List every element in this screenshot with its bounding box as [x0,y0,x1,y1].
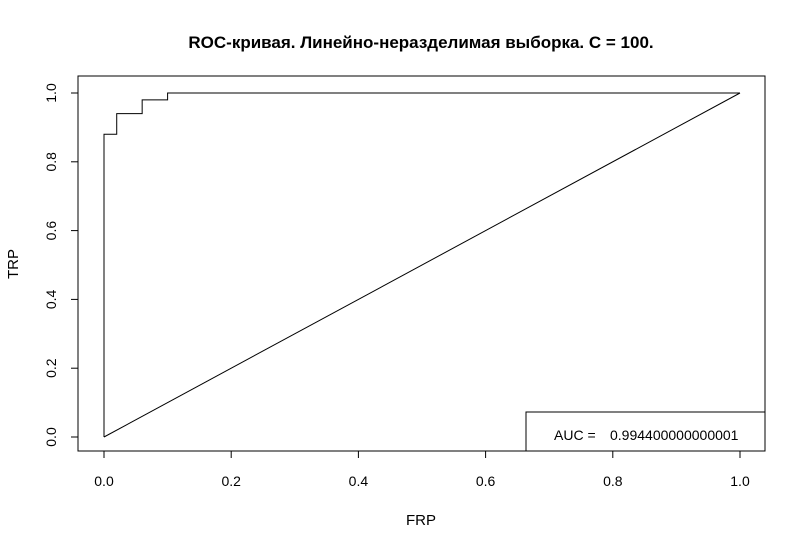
y-tick-label: 0.0 [43,427,59,447]
legend-auc-value: 0.994400000000001 [610,427,739,443]
x-tick-label: 0.6 [476,473,496,489]
y-tick-label: 0.4 [43,289,59,309]
y-tick-label: 1.0 [43,83,59,103]
y-tick-label: 0.8 [43,152,59,172]
roc-curve-line [103,92,740,437]
x-axis-label: FRP [406,512,436,529]
y-axis: 0.0 0.2 0.4 0.6 0.8 1.0 [43,83,79,447]
x-axis: 0.0 0.2 0.4 0.6 0.8 1.0 [94,450,750,489]
x-tick-label: 0.4 [349,473,369,489]
series-layer [103,92,741,438]
x-tick-label: 1.0 [730,473,750,489]
y-axis-label: TRP [5,249,22,279]
legend-auc-label: AUC = [554,427,596,443]
y-tick-label: 0.2 [43,358,59,378]
y-tick-label: 0.6 [43,221,59,241]
legend-box [525,411,766,452]
x-tick-label: 0.0 [94,473,114,489]
plot-frame [77,75,766,452]
x-tick-label: 0.2 [221,473,241,489]
x-tick-label: 0.8 [603,473,623,489]
chart-title: ROC-кривая. Линейно-неразделимая выборка… [188,33,653,52]
legend: AUC = 0.994400000000001 [525,411,766,452]
diagonal-reference-line [103,92,741,438]
